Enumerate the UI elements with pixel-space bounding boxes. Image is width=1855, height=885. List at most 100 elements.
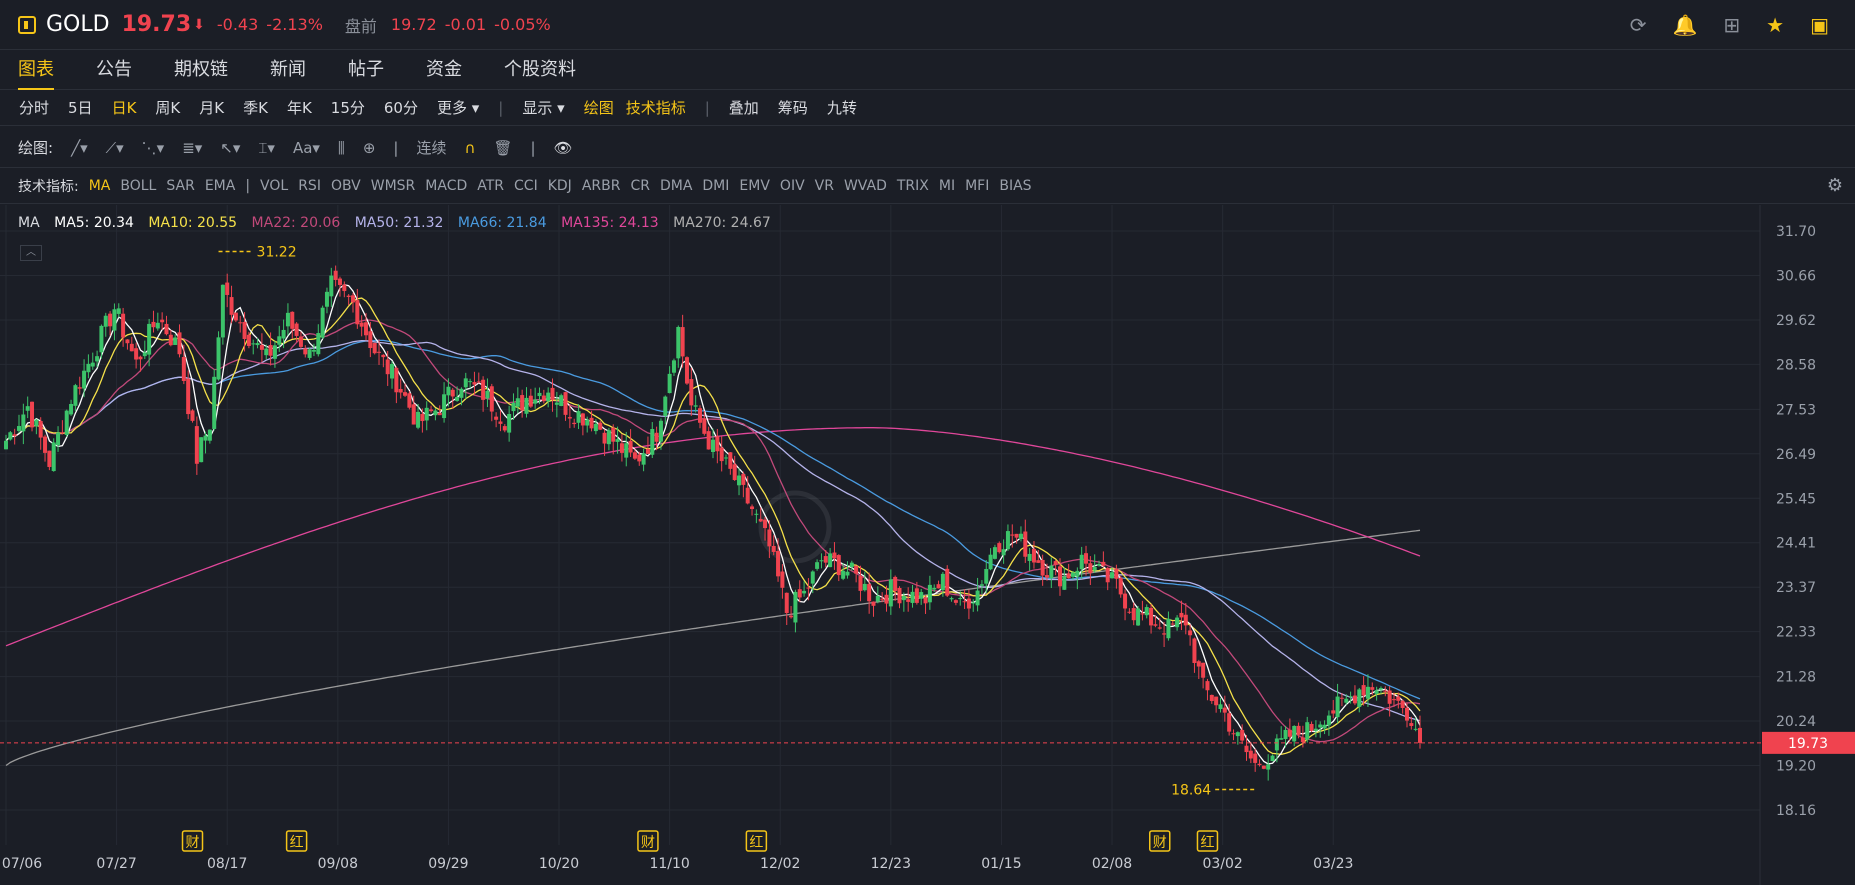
trash-icon[interactable]: 🗑 (493, 138, 513, 157)
candle-body (199, 437, 204, 463)
gear-icon[interactable]: ⚙ (1826, 175, 1843, 196)
collapse-legend-button[interactable]: ︿ (20, 245, 42, 261)
candle (264, 344, 269, 360)
indicator-rsi[interactable]: RSI (298, 177, 321, 194)
indicator-dmi[interactable]: DMI (702, 177, 730, 194)
candle (1153, 615, 1158, 628)
last-price: 19.73 (121, 12, 192, 37)
candle (25, 396, 30, 419)
tab-announcements[interactable]: 公告 (96, 58, 132, 80)
indicator-obv[interactable]: OBV (330, 177, 361, 194)
candle-body (1088, 563, 1093, 574)
more-dropdown[interactable]: 更多 ▾ (436, 99, 480, 117)
indicator-arbr[interactable]: ARBR (581, 177, 621, 194)
indicator-vr[interactable]: VR (814, 177, 834, 194)
candle (871, 601, 876, 617)
indicator-kdj[interactable]: KDJ (547, 177, 572, 194)
candle-body (949, 598, 954, 600)
indicator-vol[interactable]: VOL (260, 177, 289, 194)
period-intraday[interactable]: 分时 (19, 99, 50, 117)
candle-body (1079, 554, 1084, 570)
x-tick-label: 02/08 (1092, 856, 1132, 872)
period-yearly[interactable]: 年K (286, 99, 312, 117)
candle-body (819, 560, 824, 562)
indicator-wvad[interactable]: WVAD (843, 177, 887, 194)
fib-tool-icon[interactable]: ≣▾ (182, 138, 203, 157)
candle-body (598, 422, 603, 430)
nine-turn-button[interactable]: 九转 (826, 99, 857, 117)
candle-tool-icon[interactable]: ⫼ (337, 138, 345, 157)
indicator-macd[interactable]: MACD (425, 177, 468, 194)
grid-icon[interactable]: ⊞ (1723, 13, 1741, 37)
candle-body (936, 584, 941, 589)
tab-profile[interactable]: 个股资料 (504, 58, 576, 80)
arrow-tool-icon[interactable]: ↖▾ (220, 138, 241, 157)
overlay-button[interactable]: 叠加 (728, 99, 759, 117)
candle (134, 342, 139, 369)
indicator-ema[interactable]: EMA (204, 177, 236, 194)
candle (173, 334, 178, 346)
candle-body (1235, 732, 1240, 737)
indicator-boll[interactable]: BOLL (120, 177, 157, 194)
text-tool-icon[interactable]: ⌶▾ (258, 138, 275, 157)
indicator-sar[interactable]: SAR (166, 177, 195, 194)
indicator-dma[interactable]: DMA (659, 177, 693, 194)
magnet-icon[interactable]: ∩ (464, 138, 476, 157)
candle (1404, 703, 1409, 728)
event-box (1149, 830, 1171, 852)
event-label: 红 (1200, 835, 1214, 851)
indicator-cci[interactable]: CCI (514, 177, 538, 194)
candle-body (12, 434, 17, 436)
indicator-mi[interactable]: MI (938, 177, 956, 194)
candle (1071, 570, 1076, 580)
indicator-trix[interactable]: TRIX (896, 177, 929, 194)
sidebar-toggle-icon[interactable]: ▣ (1810, 13, 1829, 37)
channel-tool-icon[interactable]: ⋱▾ (141, 138, 165, 157)
candle-body (1023, 531, 1028, 557)
candle-body (628, 440, 633, 453)
indicator-bias[interactable]: BIAS (999, 177, 1032, 194)
indicator-cr[interactable]: CR (630, 177, 650, 194)
indicator-ma[interactable]: MA (88, 177, 111, 194)
font-tool-icon[interactable]: Aa▾ (292, 138, 320, 157)
indicator-mfi[interactable]: MFI (965, 177, 990, 194)
period-monthly[interactable]: 月K (199, 99, 225, 117)
period-5day[interactable]: 5日 (68, 99, 93, 117)
tab-capital[interactable]: 资金 (426, 58, 462, 80)
indicator-emv[interactable]: EMV (739, 177, 770, 194)
candle (190, 409, 195, 423)
line-tool-icon[interactable]: ╱▾ (71, 138, 88, 157)
display-dropdown[interactable]: 显示 ▾ (522, 99, 565, 117)
candle (724, 454, 729, 465)
zoom-icon[interactable]: ⊕ (362, 138, 376, 157)
period-quarterly[interactable]: 季K (243, 99, 268, 117)
refresh-icon[interactable]: ⟳ (1629, 13, 1647, 37)
candle-body (346, 295, 351, 297)
draw-toggle[interactable]: 绘图 (583, 99, 614, 117)
eye-icon[interactable]: 👁 (553, 138, 573, 157)
indicator-atr[interactable]: ATR (477, 177, 505, 194)
tab-chart[interactable]: 图表 (18, 50, 54, 90)
period-60min[interactable]: 60分 (383, 99, 418, 117)
indicator-oiv[interactable]: OIV (779, 177, 805, 194)
period-weekly[interactable]: 周K (155, 99, 181, 117)
tab-options-chain[interactable]: 期权链 (174, 58, 228, 80)
candle (741, 471, 746, 498)
indicator-wmsr[interactable]: WMSR (370, 177, 416, 194)
kline-chart[interactable]: 31.70 30.66 29.62 28.58 27.53 26.49 25.45 24.41… (0, 205, 1855, 885)
candle (463, 372, 468, 400)
continuous-toggle[interactable]: 连续 (416, 139, 447, 157)
chips-button[interactable]: 筹码 (777, 99, 808, 117)
tab-news[interactable]: 新闻 (270, 58, 306, 80)
star-icon[interactable]: ★ (1766, 13, 1785, 37)
candle-body (893, 576, 898, 591)
period-15min[interactable]: 15分 (330, 99, 365, 117)
period-daily[interactable]: 日K (111, 99, 137, 117)
candle (1183, 603, 1188, 635)
indicators-toggle[interactable]: 技术指标 (625, 99, 686, 117)
candle-body (932, 587, 937, 590)
tab-posts[interactable]: 帖子 (348, 58, 384, 80)
candle (8, 430, 13, 441)
bell-icon[interactable]: 🔔 (1672, 13, 1698, 37)
polyline-tool-icon[interactable]: ⟋▾ (105, 138, 124, 157)
